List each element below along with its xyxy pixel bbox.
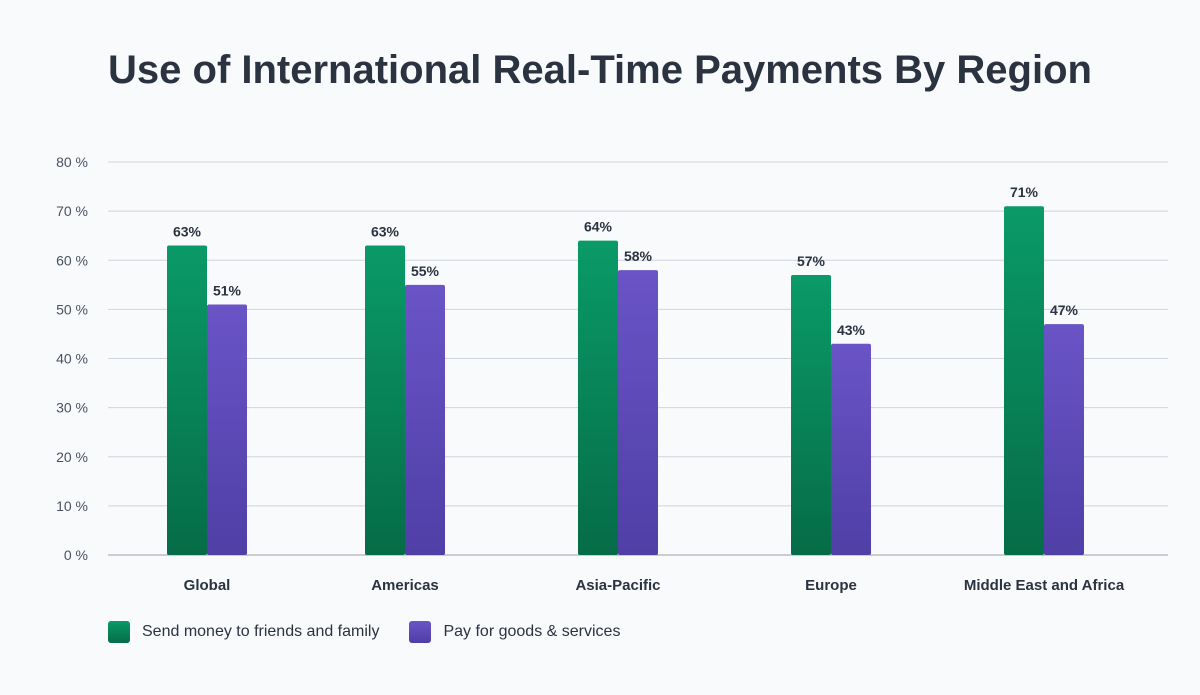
bar-send-money [791,274,831,555]
y-tick-label: 40 % [56,351,88,367]
legend-item-send-money[interactable]: Send money to friends and family [108,621,379,643]
data-label: 55% [411,263,440,279]
x-tick-label: Asia-Pacific [575,577,660,594]
y-tick-label: 0 % [64,547,88,563]
y-tick-label: 60 % [56,252,88,268]
data-label: 63% [371,224,400,240]
data-label: 51% [213,282,242,298]
x-tick-label: Europe [805,577,857,594]
x-tick-label: Global [184,577,231,594]
legend-item-pay-goods[interactable]: Pay for goods & services [409,621,620,643]
y-tick-label: 30 % [56,400,88,416]
bar-send-money [1004,206,1044,555]
x-tick-label: Middle East and Africa [964,577,1125,594]
bar-send-money [167,245,207,555]
bar-pay-goods [618,270,658,555]
data-label: 58% [624,248,653,264]
data-label: 71% [1010,184,1039,200]
data-label: 57% [797,253,826,269]
data-label: 63% [173,224,202,240]
bar-send-money [365,245,405,555]
y-tick-label: 10 % [56,498,88,514]
legend: Send money to friends and family Pay for… [108,621,650,643]
legend-label-send-money: Send money to friends and family [142,623,380,640]
x-tick-label: Americas [371,577,439,594]
data-label: 43% [837,322,866,338]
bar-pay-goods [207,304,247,555]
data-label: 64% [584,219,613,235]
y-tick-label: 50 % [56,301,88,317]
legend-swatch-send-money [108,621,130,643]
legend-label-pay-goods: Pay for goods & services [443,623,621,640]
y-tick-label: 20 % [56,449,88,465]
bar-pay-goods [1044,324,1084,555]
y-tick-label: 80 % [56,154,88,170]
chart-title: Use of International Real-Time Payments … [108,48,1092,92]
y-tick-label: 70 % [56,203,88,219]
bar-pay-goods [831,343,871,555]
bar-send-money [578,240,618,555]
legend-swatch-pay-goods [409,621,432,643]
data-label: 47% [1050,302,1079,318]
bar-pay-goods [405,284,445,555]
